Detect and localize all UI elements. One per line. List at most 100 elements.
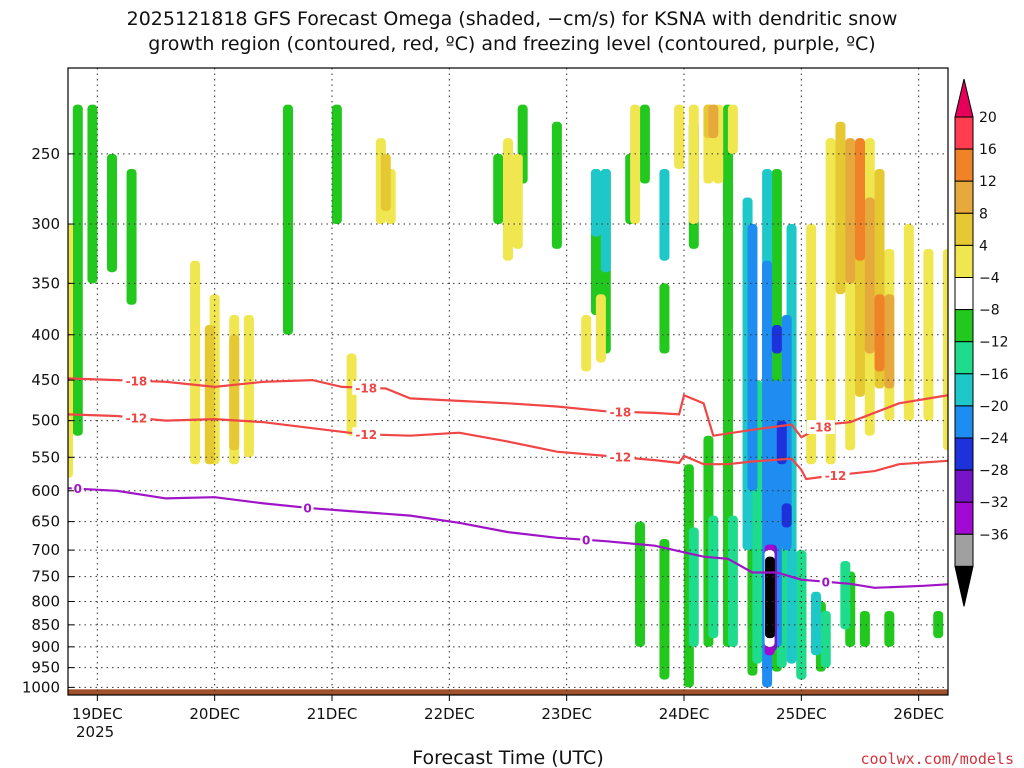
contour-label-0-1: -18 xyxy=(355,381,377,395)
colorbar-label-8: −16 xyxy=(979,367,1009,383)
y-tick-label-7: 600 xyxy=(31,482,60,500)
omega-cell-9-10 xyxy=(581,315,592,372)
colorbar-label-1: 16 xyxy=(979,142,997,158)
omega-cell-12-0 xyxy=(855,138,865,261)
chart-title-line-2: growth region (contoured, red, ºC) and f… xyxy=(148,33,875,55)
colorbar: 20 16 12 8 4 −4 −8 −12 −16 −20 −24 −28 −32 −36 xyxy=(954,78,1009,607)
y-tick-label-0: 250 xyxy=(31,145,60,163)
omega-cell-0-15 xyxy=(635,521,645,647)
omega-cell-11-1 xyxy=(845,138,856,284)
colorbar-swatch-3 xyxy=(954,212,974,246)
grid xyxy=(68,68,948,695)
omega-cell-2-2 xyxy=(659,168,670,261)
contour-label-bg-0-3 xyxy=(806,420,835,435)
omega-cell-9-9 xyxy=(512,153,523,249)
omega-cell-0-26 xyxy=(884,611,895,647)
omega-cell-1-5 xyxy=(796,550,807,680)
y-tick-label-11: 800 xyxy=(31,593,60,611)
contour-label-bg-2-3 xyxy=(819,574,832,589)
colorbar-swatch-1 xyxy=(954,148,974,182)
contour-line-2 xyxy=(68,487,948,589)
contour-label-0-0: -18 xyxy=(126,374,148,388)
contour-label-bg-1-2 xyxy=(606,450,635,465)
omega-cell-1-6 xyxy=(820,611,831,668)
omega-cell-9-1 xyxy=(190,260,201,465)
contour-label-0-2: -18 xyxy=(610,405,632,419)
omega-cell-9-23 xyxy=(903,224,914,421)
contour-line-0 xyxy=(68,377,948,439)
omega-cell-11-3 xyxy=(884,294,895,389)
y-tick-label-2: 350 xyxy=(31,274,60,292)
omega-cell-10-4 xyxy=(835,121,846,295)
y-tick-label-12: 850 xyxy=(31,616,60,634)
omega-cell-2-0 xyxy=(591,168,601,237)
colorbar-label-10: −24 xyxy=(979,431,1009,447)
chart-title-line-1: 2025121818 GFS Forecast Omega (shaded, −… xyxy=(127,8,898,30)
contour-label-2-0: 0 xyxy=(74,482,82,496)
x-tick-label-2: 21DEC xyxy=(307,705,358,723)
colorbar-label-9: −20 xyxy=(979,399,1009,415)
omega-cell-4-1 xyxy=(776,420,787,465)
y-tick-label-8: 650 xyxy=(31,513,60,531)
x-tick-label-3: 22DEC xyxy=(424,705,475,723)
terrain-strip xyxy=(68,689,948,695)
pressure-axis: 250 300 350 400 450 500 550 600 650 700 750 800 850 9… xyxy=(22,145,74,696)
temperature-contours: -18 -18 -18 -18 -12 -12 -12 -12 0 0 0 0 xyxy=(68,373,948,589)
colorbar-swatch-10 xyxy=(954,437,974,471)
omega-cell-1-7 xyxy=(840,560,851,630)
contour-label-bg-0-0 xyxy=(122,373,151,388)
colorbar-label-2: 12 xyxy=(979,174,997,190)
y-tick-label-6: 550 xyxy=(31,448,60,466)
x-axis-label: Forecast Time (UTC) xyxy=(412,747,603,768)
colorbar-label-7: −12 xyxy=(979,335,1009,351)
omega-cell-0-12 xyxy=(639,104,650,184)
omega-cell-10-0 xyxy=(204,325,215,465)
x-tick-label-6: 25DEC xyxy=(776,705,827,723)
colorbar-label-4: 4 xyxy=(979,238,988,254)
omega-cell-12-1 xyxy=(874,294,885,372)
omega-cell-1-0 xyxy=(688,527,699,647)
omega-shading xyxy=(68,104,948,688)
omega-cell-9-24 xyxy=(923,248,934,421)
colorbar-bottom-arrow xyxy=(954,565,974,607)
colorbar-label-5: −4 xyxy=(979,271,1000,287)
omega-cell-9-11 xyxy=(595,294,606,363)
y-tick-label-13: 900 xyxy=(31,638,60,656)
colorbar-label-3: 8 xyxy=(979,206,988,222)
colorbar-label-6: −8 xyxy=(979,303,1000,319)
contour-label-bg-1-3 xyxy=(821,468,850,483)
omega-cell-11-0 xyxy=(708,104,719,139)
contour-label-1-1: -12 xyxy=(355,428,377,442)
ground-strip xyxy=(68,689,948,695)
omega-cell-1-2 xyxy=(727,515,738,647)
colorbar-swatch-0 xyxy=(954,116,974,150)
omega-cell-0-0 xyxy=(72,104,83,436)
contour-label-2-2: 0 xyxy=(582,533,590,547)
colorbar-swatch-4 xyxy=(954,244,974,278)
omega-cell-10-2 xyxy=(380,153,391,211)
y-tick-label-10: 750 xyxy=(31,568,60,586)
y-tick-label-4: 450 xyxy=(31,371,60,389)
contour-label-1-0: -12 xyxy=(126,411,148,425)
omega-cell-2-1 xyxy=(600,168,611,273)
y-tick-label-15: 1000 xyxy=(22,678,60,696)
contour-label-0-3: -18 xyxy=(810,421,832,435)
omega-cell-0-5 xyxy=(331,104,342,225)
omega-cell-0-8 xyxy=(551,121,562,249)
colorbar-swatch-7 xyxy=(954,341,974,375)
x-tick-label-1: 20DEC xyxy=(189,705,240,723)
colorbar-swatch-13 xyxy=(954,533,974,567)
x-tick-label-4: 23DEC xyxy=(541,705,592,723)
contour-label-bg-2-0 xyxy=(71,481,84,496)
contour-label-2-1: 0 xyxy=(303,501,311,515)
year-label: 2025 xyxy=(76,723,114,741)
contour-label-bg-0-2 xyxy=(606,404,635,419)
colorbar-label-12: −32 xyxy=(979,495,1009,511)
contour-label-1-2: -12 xyxy=(610,451,632,465)
omega-cell-3-0 xyxy=(747,224,758,491)
omega-cell-0-3 xyxy=(126,168,137,305)
contour-label-bg-2-2 xyxy=(580,532,593,547)
x-tick-label-5: 24DEC xyxy=(659,705,710,723)
y-tick-label-1: 300 xyxy=(31,215,60,233)
